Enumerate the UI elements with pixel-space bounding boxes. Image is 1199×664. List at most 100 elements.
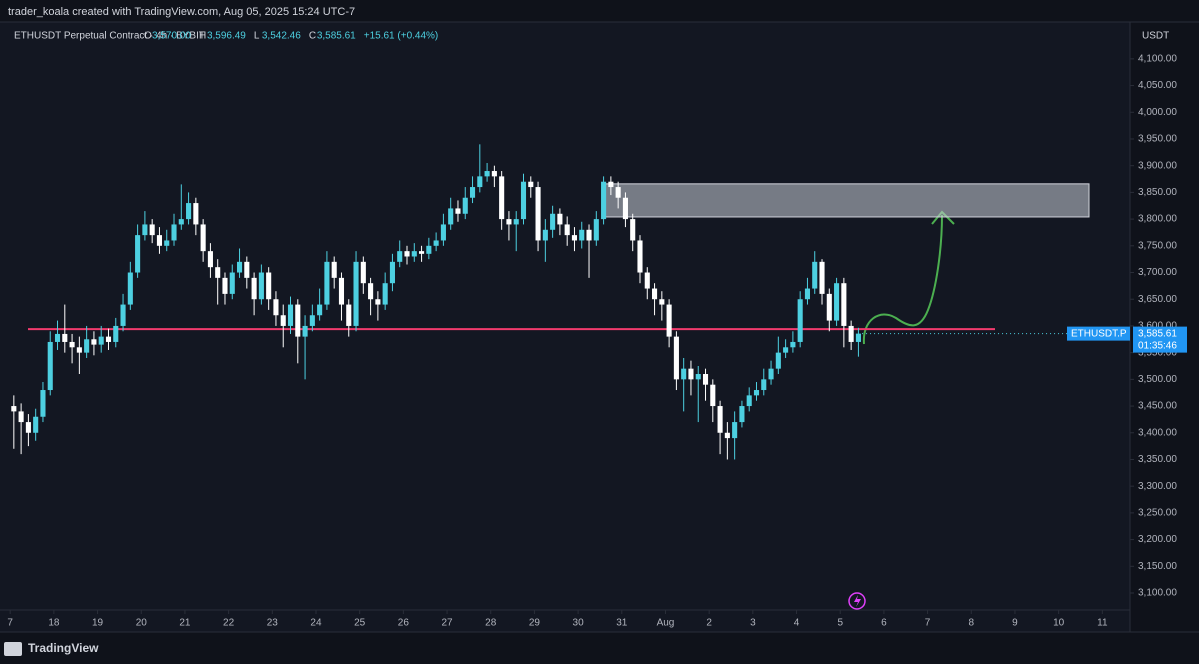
event-icon[interactable] <box>848 592 866 610</box>
y-tick-label: 4,050.00 <box>1138 80 1177 91</box>
x-tick-label: 23 <box>267 618 279 629</box>
candle-body <box>855 333 861 342</box>
y-tick-label: 4,100.00 <box>1138 53 1177 64</box>
candle-body <box>338 277 345 305</box>
x-tick-label: 7 <box>925 618 931 629</box>
candle-body <box>557 213 563 225</box>
candle-body <box>469 187 476 198</box>
candle-body <box>477 176 483 188</box>
y-tick-label: 3,350.00 <box>1138 454 1177 465</box>
candle-body <box>156 235 163 246</box>
candle-body <box>200 224 206 252</box>
price-tag-symbol: ETHUSDT.P <box>1071 328 1127 339</box>
candle-body <box>630 219 636 241</box>
candle-body <box>797 299 803 342</box>
candle-body <box>47 341 53 391</box>
candle-body <box>375 299 381 305</box>
ohlc-key: H <box>199 31 206 42</box>
candle-body <box>681 368 687 380</box>
candle-body <box>826 293 832 321</box>
y-tick-label: 3,800.00 <box>1138 214 1177 225</box>
y-tick-label: 3,300.00 <box>1138 481 1177 492</box>
candle-body <box>76 347 82 353</box>
x-tick-label: 28 <box>485 618 497 629</box>
candle-body <box>382 283 388 305</box>
candle-body <box>419 251 425 254</box>
candle-body <box>135 235 141 273</box>
candle-body <box>571 235 578 241</box>
candle-body <box>295 304 301 337</box>
candle-body <box>448 208 454 225</box>
candle-body <box>84 339 90 353</box>
candle-body <box>513 219 519 225</box>
candle-body <box>462 197 468 214</box>
candle-body <box>528 181 534 188</box>
candle-body <box>579 229 585 241</box>
candle-body <box>91 339 97 345</box>
candle-body <box>229 272 235 294</box>
ohlc-key: L <box>254 31 260 42</box>
candle-body <box>848 325 854 342</box>
candle-body <box>659 299 665 305</box>
plot-area <box>0 22 1130 632</box>
symbol: ETHUSDT Perpetual Contract · 4h · BYBIT <box>14 31 205 42</box>
y-tick-label: 3,900.00 <box>1138 160 1177 171</box>
candle-body <box>753 390 760 396</box>
candle-body <box>54 333 61 342</box>
y-tick-label: 3,700.00 <box>1138 267 1177 278</box>
candle-body <box>207 251 213 268</box>
projection-arrow <box>862 214 943 345</box>
candle-body <box>193 203 199 225</box>
candle-body <box>746 395 752 407</box>
y-tick-label: 3,750.00 <box>1138 240 1177 251</box>
candle-body <box>222 277 228 294</box>
currency: USDT <box>1142 31 1169 42</box>
candle-body <box>331 261 337 278</box>
candle-body <box>550 213 556 230</box>
x-tick-label: 10 <box>1053 618 1065 629</box>
y-tick-label: 3,450.00 <box>1138 401 1177 412</box>
x-tick-label: 21 <box>179 618 191 629</box>
ohlc-value: 3,542.46 <box>262 31 301 42</box>
candle-body <box>397 251 403 262</box>
candle-body <box>499 176 505 220</box>
candle-body <box>404 251 410 257</box>
price-tag-symbol-bg <box>1067 326 1130 341</box>
x-tick-label: 30 <box>573 618 585 629</box>
y-tick-label: 3,250.00 <box>1138 508 1177 519</box>
candle-body <box>164 240 170 246</box>
ohlc-key: O <box>144 31 152 42</box>
x-tick-label: 25 <box>354 618 366 629</box>
candle-body <box>324 261 330 305</box>
candle-body <box>717 406 723 433</box>
x-tick-label: 11 <box>1097 618 1108 629</box>
candle-body <box>11 406 17 412</box>
candle-body <box>346 304 352 326</box>
candle-body <box>702 374 709 385</box>
candle-body <box>215 267 221 278</box>
candle-body <box>710 384 716 407</box>
candle-body <box>535 187 541 241</box>
candle-body <box>564 224 570 236</box>
candle-body <box>812 261 818 289</box>
y-tick-label: 3,500.00 <box>1138 374 1177 385</box>
candle-body <box>18 411 24 423</box>
candle-body <box>804 288 811 300</box>
candle-body <box>790 341 796 348</box>
candle-body <box>33 416 39 433</box>
ohlc-value: 3,596.49 <box>207 31 246 42</box>
candle-body <box>695 374 701 380</box>
candle-body <box>440 224 446 241</box>
candle-body <box>287 304 294 326</box>
candle-body <box>491 171 497 177</box>
candle-body <box>732 422 738 439</box>
x-tick-label: 29 <box>529 618 541 629</box>
candle-body <box>69 341 75 348</box>
candle-body <box>149 224 155 236</box>
candle-body <box>433 240 439 246</box>
candle-body <box>186 203 192 220</box>
candle-body <box>113 325 119 342</box>
candle-body <box>622 197 628 220</box>
candle-body <box>62 333 68 342</box>
